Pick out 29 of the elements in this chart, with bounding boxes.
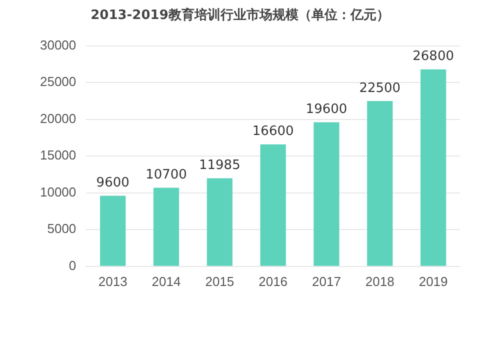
x-tick-label: 2015 [205, 274, 234, 289]
data-label: 11985 [198, 158, 240, 174]
x-tick-label: 2016 [258, 274, 288, 289]
data-label: 19600 [306, 102, 348, 118]
y-tick-label: 15000 [40, 148, 76, 163]
x-tick-label: 2014 [152, 274, 181, 289]
data-label: 16600 [252, 124, 294, 140]
bar [206, 178, 232, 266]
bar [260, 144, 286, 266]
data-label: 22500 [359, 80, 401, 96]
y-tick-label: 20000 [40, 110, 76, 126]
chart-title: 2013-2019教育培训行业市场规模（单位：亿元） [90, 6, 390, 24]
x-tick-label: 2017 [312, 274, 341, 289]
y-tick-label: 0 [68, 258, 76, 273]
y-tick-label: 5000 [47, 221, 76, 236]
bar [314, 122, 340, 266]
bar [420, 69, 446, 266]
data-label: 26800 [412, 49, 454, 64]
y-tick-label: 10000 [40, 184, 76, 200]
bar [100, 196, 126, 266]
y-tick-label: 30000 [40, 37, 76, 52]
bar [153, 188, 180, 266]
bar [367, 100, 393, 266]
x-tick-label: 2019 [418, 274, 448, 289]
x-tick-label: 2013 [98, 274, 128, 289]
data-label: 10700 [146, 168, 187, 183]
y-tick-label: 25000 [40, 74, 76, 90]
data-label: 9600 [96, 176, 130, 191]
x-tick-label: 2018 [365, 274, 394, 289]
